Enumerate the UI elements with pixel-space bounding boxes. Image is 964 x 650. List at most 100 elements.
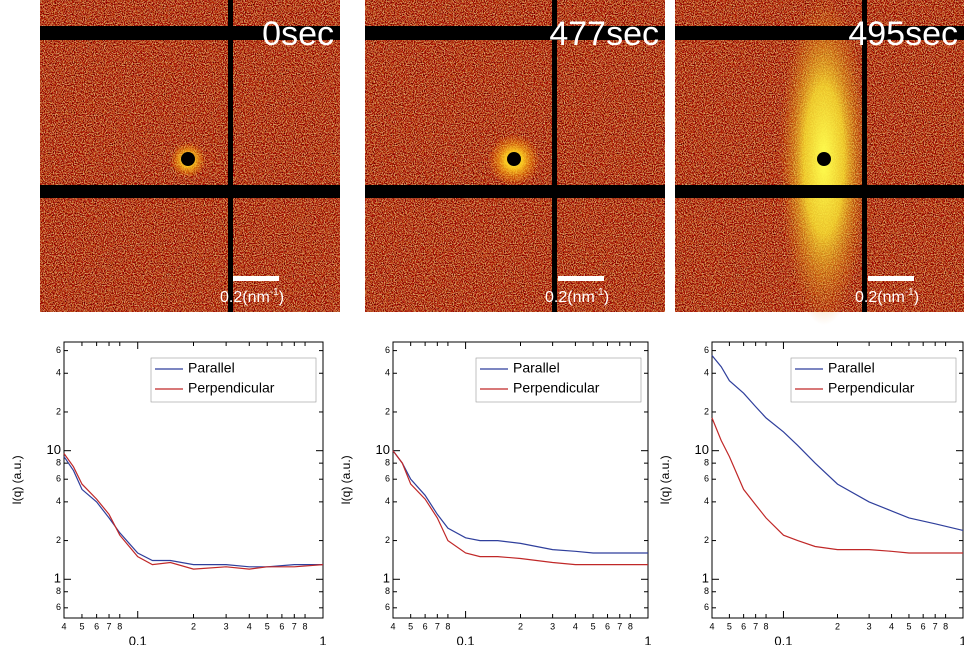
y-tick-label: 2 <box>704 535 709 545</box>
x-tick-label: 6 <box>94 621 99 631</box>
x-tick-label: 1 <box>644 633 651 645</box>
y-tick-label: 2 <box>385 535 390 545</box>
data-line <box>63 453 324 570</box>
y-tick-label: 2 <box>704 406 709 416</box>
x-tick-label: 0.1 <box>774 633 792 645</box>
x-tick-label: 4 <box>247 621 252 631</box>
y-tick-label: 4 <box>704 496 709 506</box>
x-tick-label: 2 <box>835 621 840 631</box>
x-tick-label: 1 <box>319 633 326 645</box>
data-line <box>711 417 963 554</box>
x-tick-label: 8 <box>764 621 769 631</box>
y-tick-label: 6 <box>704 602 709 612</box>
y-tick-label: 10 <box>47 442 61 457</box>
x-tick-label: 5 <box>906 621 911 631</box>
detector-gap <box>40 185 340 198</box>
y-tick-label: 8 <box>56 586 61 596</box>
x-tick-label: 3 <box>224 621 229 631</box>
y-tick-label: 6 <box>385 474 390 484</box>
x-tick-label: 7 <box>753 621 758 631</box>
x-tick-label: 8 <box>117 621 122 631</box>
y-tick-label: 6 <box>56 345 61 355</box>
label-text: ) <box>279 289 284 306</box>
x-tick-label: 7 <box>107 621 112 631</box>
x-tick-label: 8 <box>628 621 633 631</box>
detector-gap <box>365 185 665 198</box>
y-tick-label: 4 <box>56 368 61 378</box>
detector-gap <box>675 26 964 40</box>
y-tick-label: 4 <box>704 368 709 378</box>
y-axis-label: I(q) (a.u.) <box>658 455 672 504</box>
x-tick-label: 6 <box>921 621 926 631</box>
x-tick-label: 3 <box>550 621 555 631</box>
x-tick-label: 5 <box>79 621 84 631</box>
y-tick-label: 2 <box>56 535 61 545</box>
x-tick-label: 0.1 <box>457 633 475 645</box>
x-tick-label: 8 <box>445 621 450 631</box>
y-tick-label: 6 <box>56 602 61 612</box>
legend-label: Perpendicular <box>188 380 275 396</box>
scale-bar-label: 0.2(nm-1) <box>855 287 919 307</box>
x-tick-label: 7 <box>435 621 440 631</box>
x-tick-label: 6 <box>423 621 428 631</box>
legend-label: Parallel <box>188 360 235 376</box>
x-tick-label: 6 <box>279 621 284 631</box>
legend-label: Parallel <box>828 360 875 376</box>
time-label: 0sec <box>262 15 334 53</box>
x-tick-label: 8 <box>943 621 948 631</box>
label-text: 0.2(nm <box>855 289 905 306</box>
legend-box <box>790 357 957 403</box>
scale-bar <box>868 276 914 281</box>
y-axis-label: I(q) (a.u.) <box>10 455 24 504</box>
y-tick-label: 8 <box>704 586 709 596</box>
x-tick-label: 2 <box>518 621 523 631</box>
x-tick-label: 5 <box>591 621 596 631</box>
legend-label: Perpendicular <box>828 380 915 396</box>
x-tick-label: 7 <box>617 621 622 631</box>
y-tick-label: 8 <box>385 586 390 596</box>
detector-gap <box>552 0 557 312</box>
time-label: 477sec <box>549 15 659 53</box>
scale-bar-label: 0.2(nm-1) <box>545 287 609 307</box>
data-line <box>711 355 964 531</box>
y-tick-label: 6 <box>385 345 390 355</box>
label-superscript: -1 <box>905 287 914 298</box>
x-tick-label: 4 <box>889 621 894 631</box>
x-tick-label: 1 <box>959 633 964 645</box>
label-text: ) <box>914 289 919 306</box>
detector-gap <box>365 26 665 40</box>
x-tick-label: 3 <box>867 621 872 631</box>
data-line <box>392 450 648 566</box>
beam-stop <box>181 152 195 166</box>
label-superscript: -1 <box>270 287 279 298</box>
x-tick-label: 5 <box>265 621 270 631</box>
x-tick-label: 2 <box>191 621 196 631</box>
y-tick-label: 1 <box>702 571 709 586</box>
detector-gap <box>862 0 867 312</box>
y-tick-label: 2 <box>56 406 61 416</box>
label-text: 0.2(nm <box>220 289 270 306</box>
data-line <box>392 450 648 554</box>
x-tick-label: 4 <box>573 621 578 631</box>
y-tick-label: 1 <box>383 571 390 586</box>
detector-gap <box>228 0 233 312</box>
legend-box <box>150 357 317 403</box>
y-tick-label: 10 <box>376 442 390 457</box>
y-tick-label: 6 <box>704 345 709 355</box>
x-tick-label: 7 <box>292 621 297 631</box>
x-tick-label: 5 <box>408 621 413 631</box>
y-axis-label: I(q) (a.u.) <box>339 455 353 504</box>
beam-stop <box>817 152 831 166</box>
beam-stop <box>507 152 521 166</box>
legend-label: Perpendicular <box>513 380 600 396</box>
label-text: ) <box>604 289 609 306</box>
scale-bar <box>558 276 604 281</box>
y-tick-label: 8 <box>704 458 709 468</box>
scale-bar <box>233 276 279 281</box>
y-tick-label: 4 <box>56 496 61 506</box>
label-superscript: -1 <box>595 287 604 298</box>
scale-bar-label: 0.2(nm-1) <box>220 287 284 307</box>
legend-label: Parallel <box>513 360 560 376</box>
